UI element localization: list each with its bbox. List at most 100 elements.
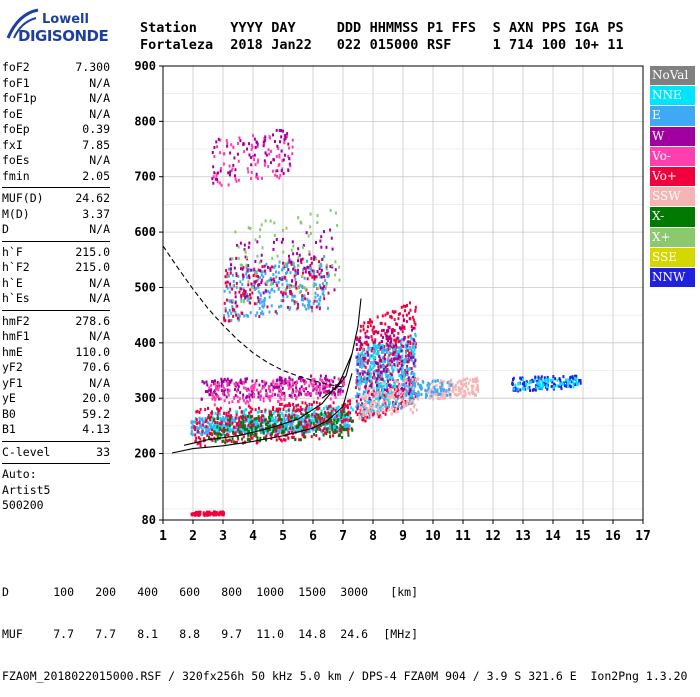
echo-point bbox=[249, 433, 252, 437]
echo-point bbox=[387, 394, 390, 398]
echo-point bbox=[283, 138, 286, 142]
echo-point bbox=[228, 438, 231, 442]
echo-point bbox=[238, 430, 241, 434]
echo-point bbox=[315, 407, 318, 411]
echo-point bbox=[317, 416, 320, 420]
echo-point bbox=[254, 145, 257, 149]
echo-point bbox=[297, 377, 300, 381]
echo-point bbox=[399, 357, 402, 361]
echo-point bbox=[276, 419, 279, 423]
echo-point bbox=[295, 280, 298, 284]
echo-point bbox=[330, 418, 333, 422]
echo-point bbox=[247, 429, 250, 433]
echo-point bbox=[261, 418, 264, 422]
echo-point bbox=[292, 262, 295, 266]
echo-point bbox=[307, 234, 310, 238]
echo-point bbox=[385, 350, 388, 354]
echo-point bbox=[349, 419, 352, 423]
echo-point bbox=[229, 285, 232, 289]
echo-point bbox=[248, 411, 251, 415]
echo-point bbox=[244, 290, 247, 294]
footer-row-value: 24.6 bbox=[340, 627, 368, 641]
echo-point bbox=[333, 418, 336, 422]
echo-point bbox=[242, 292, 245, 296]
echo-point bbox=[519, 376, 522, 380]
echo-point bbox=[477, 387, 480, 391]
echo-point bbox=[243, 248, 246, 252]
echo-point bbox=[384, 390, 387, 394]
echo-point bbox=[395, 395, 398, 399]
echo-point bbox=[308, 273, 311, 277]
param-value: N/A bbox=[89, 329, 110, 343]
echo-point bbox=[236, 304, 239, 308]
echo-point bbox=[205, 431, 208, 435]
footer-row-value: 11.0 bbox=[256, 627, 284, 641]
echo-point bbox=[233, 156, 236, 160]
echo-point bbox=[384, 348, 387, 352]
echo-point bbox=[225, 413, 228, 417]
echo-point bbox=[521, 378, 524, 382]
echo-point bbox=[403, 394, 406, 398]
echo-point bbox=[288, 430, 291, 434]
echo-point bbox=[220, 433, 223, 437]
echo-point bbox=[424, 388, 427, 392]
echo-point bbox=[226, 439, 229, 443]
echo-point bbox=[227, 410, 230, 414]
param-name: yF1 bbox=[2, 375, 23, 390]
echo-point bbox=[237, 274, 240, 278]
echo-point bbox=[231, 305, 234, 309]
echo-point bbox=[253, 280, 256, 284]
echo-point bbox=[381, 344, 384, 348]
echo-point bbox=[280, 393, 283, 397]
echo-point bbox=[234, 295, 237, 299]
echo-point bbox=[251, 392, 254, 396]
echo-point bbox=[525, 381, 528, 385]
echo-point bbox=[513, 387, 516, 391]
echo-point bbox=[297, 393, 300, 397]
echo-point bbox=[221, 392, 224, 396]
echo-point bbox=[394, 341, 397, 345]
echo-point bbox=[330, 408, 333, 412]
echo-point bbox=[392, 346, 395, 350]
echo-point bbox=[361, 365, 364, 369]
echo-point bbox=[237, 141, 240, 145]
echo-point bbox=[529, 388, 532, 392]
echo-point bbox=[341, 420, 344, 424]
echo-point bbox=[368, 370, 371, 374]
echo-point bbox=[425, 389, 428, 393]
echo-point bbox=[274, 434, 277, 438]
echo-point bbox=[340, 412, 343, 416]
echo-point bbox=[297, 429, 300, 433]
echo-point bbox=[217, 171, 220, 175]
echo-point bbox=[228, 290, 231, 294]
param-value: N/A bbox=[89, 153, 110, 167]
echo-point bbox=[190, 429, 193, 433]
echo-point bbox=[228, 164, 231, 168]
echo-point bbox=[339, 392, 342, 396]
echo-point bbox=[217, 410, 220, 414]
echo-point bbox=[247, 274, 250, 278]
echo-point bbox=[242, 415, 245, 419]
echo-point bbox=[464, 381, 467, 385]
echo-point bbox=[302, 378, 305, 382]
echo-point bbox=[339, 388, 342, 392]
echo-point bbox=[325, 384, 328, 388]
param-name: foEp bbox=[2, 122, 30, 136]
echo-point bbox=[420, 392, 423, 396]
echo-point bbox=[223, 399, 226, 403]
echo-point bbox=[405, 347, 408, 351]
echo-point bbox=[288, 258, 291, 262]
echo-point bbox=[313, 255, 316, 259]
echo-point bbox=[412, 381, 415, 385]
echo-point bbox=[278, 388, 281, 392]
echo-point bbox=[569, 376, 572, 380]
echo-point bbox=[247, 404, 250, 408]
echo-point bbox=[291, 413, 294, 417]
echo-point bbox=[225, 139, 228, 143]
echo-point bbox=[340, 407, 343, 411]
echo-point bbox=[377, 365, 380, 369]
echo-point bbox=[355, 336, 358, 340]
echo-point bbox=[261, 424, 264, 428]
echo-point bbox=[305, 393, 308, 397]
echo-point bbox=[355, 368, 358, 372]
